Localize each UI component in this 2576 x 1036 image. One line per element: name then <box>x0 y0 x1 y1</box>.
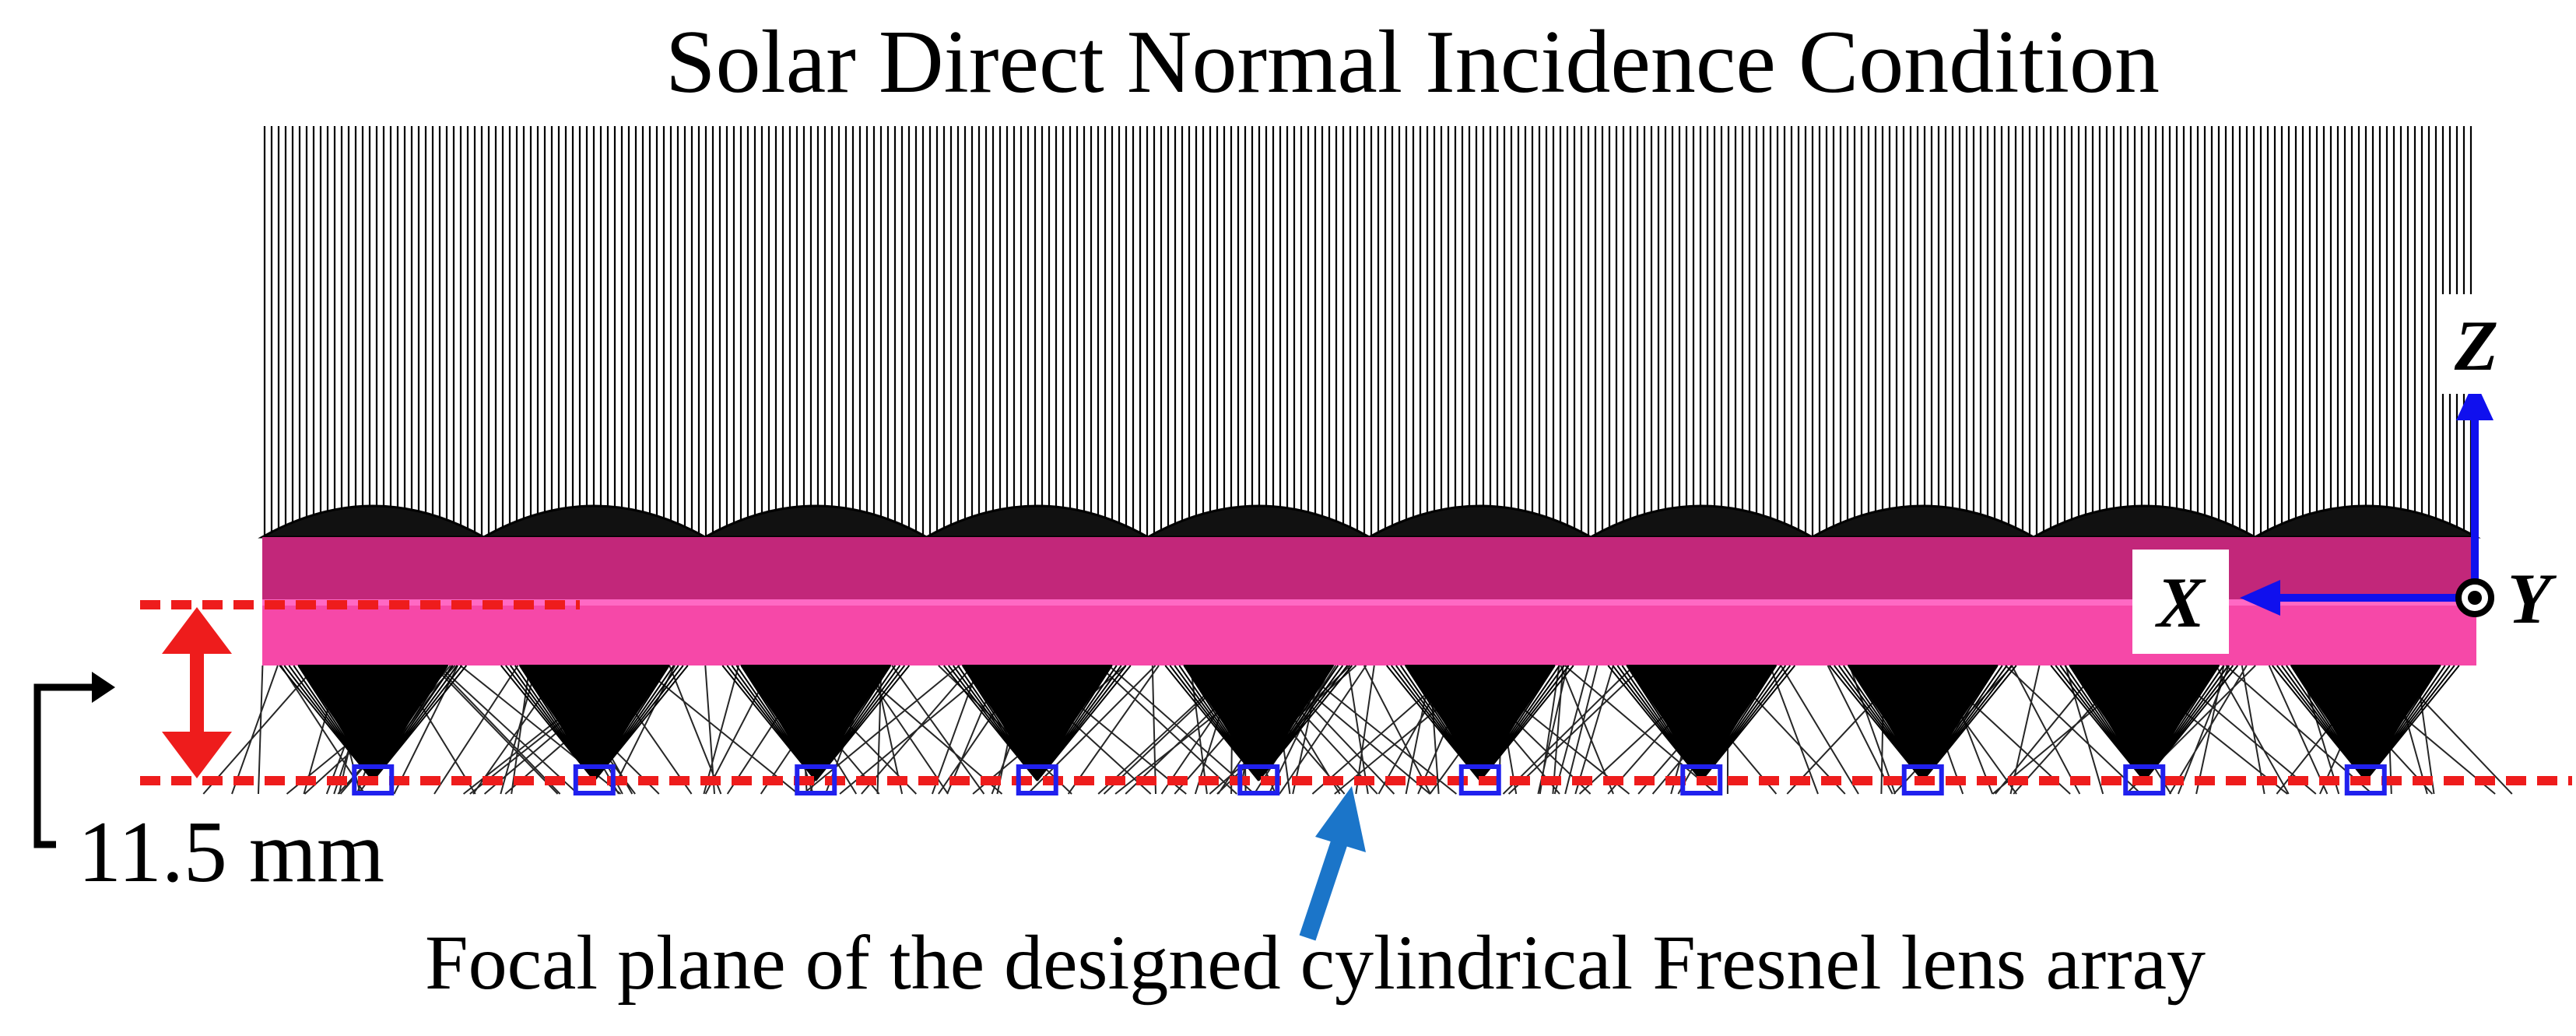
lens-profile-10 <box>2250 504 2481 539</box>
lens-profile-2 <box>479 504 710 539</box>
callout-arrow <box>1299 786 1366 941</box>
lens-profile-7 <box>1586 504 1817 539</box>
focal-marker-9 <box>2123 764 2166 795</box>
lens-profile-9 <box>2029 504 2260 539</box>
incident-rays <box>263 126 2472 537</box>
focal-marker-group <box>352 764 2387 795</box>
focus-cone-fill-4 <box>961 665 1113 776</box>
z-axis-label: Z <box>2454 306 2498 385</box>
lens-profile-6 <box>1364 504 1595 539</box>
focal-marker-1 <box>352 764 395 795</box>
dimension-leader-line <box>33 683 101 848</box>
focus-cone-fill-6 <box>1404 665 1556 776</box>
lens-profile-5 <box>1143 504 1374 539</box>
dimension-arrow <box>162 607 232 778</box>
focus-cone-fill-2 <box>518 665 670 776</box>
stray-rays <box>202 665 2513 795</box>
dimension-label: 11.5 mm <box>78 804 384 901</box>
lens-profile-1 <box>258 504 489 539</box>
focal-plane-annotation: Focal plane of the designed cylindrical … <box>425 919 2206 1006</box>
focus-cone-fill-1 <box>297 665 449 776</box>
lens-profile-group <box>258 504 2481 539</box>
incident-ray-bundle <box>263 126 2472 537</box>
coordinate-axes: Z X Y <box>2132 294 2557 654</box>
focal-marker-4 <box>1016 764 1058 795</box>
focal-marker-8 <box>1901 764 1944 795</box>
focal-marker-3 <box>795 764 837 795</box>
z-label-box <box>2439 294 2514 394</box>
lens-profile-8 <box>1807 504 2038 539</box>
focus-cone-fill-10 <box>2290 665 2441 776</box>
focal-marker-10 <box>2344 764 2387 795</box>
lens-array-band-lower <box>262 599 2476 665</box>
focal-marker-7 <box>1680 764 1723 795</box>
focal-marker-2 <box>573 764 616 795</box>
focal-marker-5 <box>1237 764 1280 795</box>
x-axis-label: X <box>2154 563 2206 642</box>
lens-profile-4 <box>921 504 1153 539</box>
diagram-title: Solar Direct Normal Incidence Condition <box>665 12 2160 112</box>
focal-marker-6 <box>1458 764 1501 795</box>
dimension-leader-arrowhead <box>92 672 115 703</box>
x-label-box <box>2132 550 2229 654</box>
scattered-ray-group <box>202 665 2513 795</box>
lens-profile-3 <box>700 504 932 539</box>
y-axis-label: Y <box>2508 559 2557 638</box>
